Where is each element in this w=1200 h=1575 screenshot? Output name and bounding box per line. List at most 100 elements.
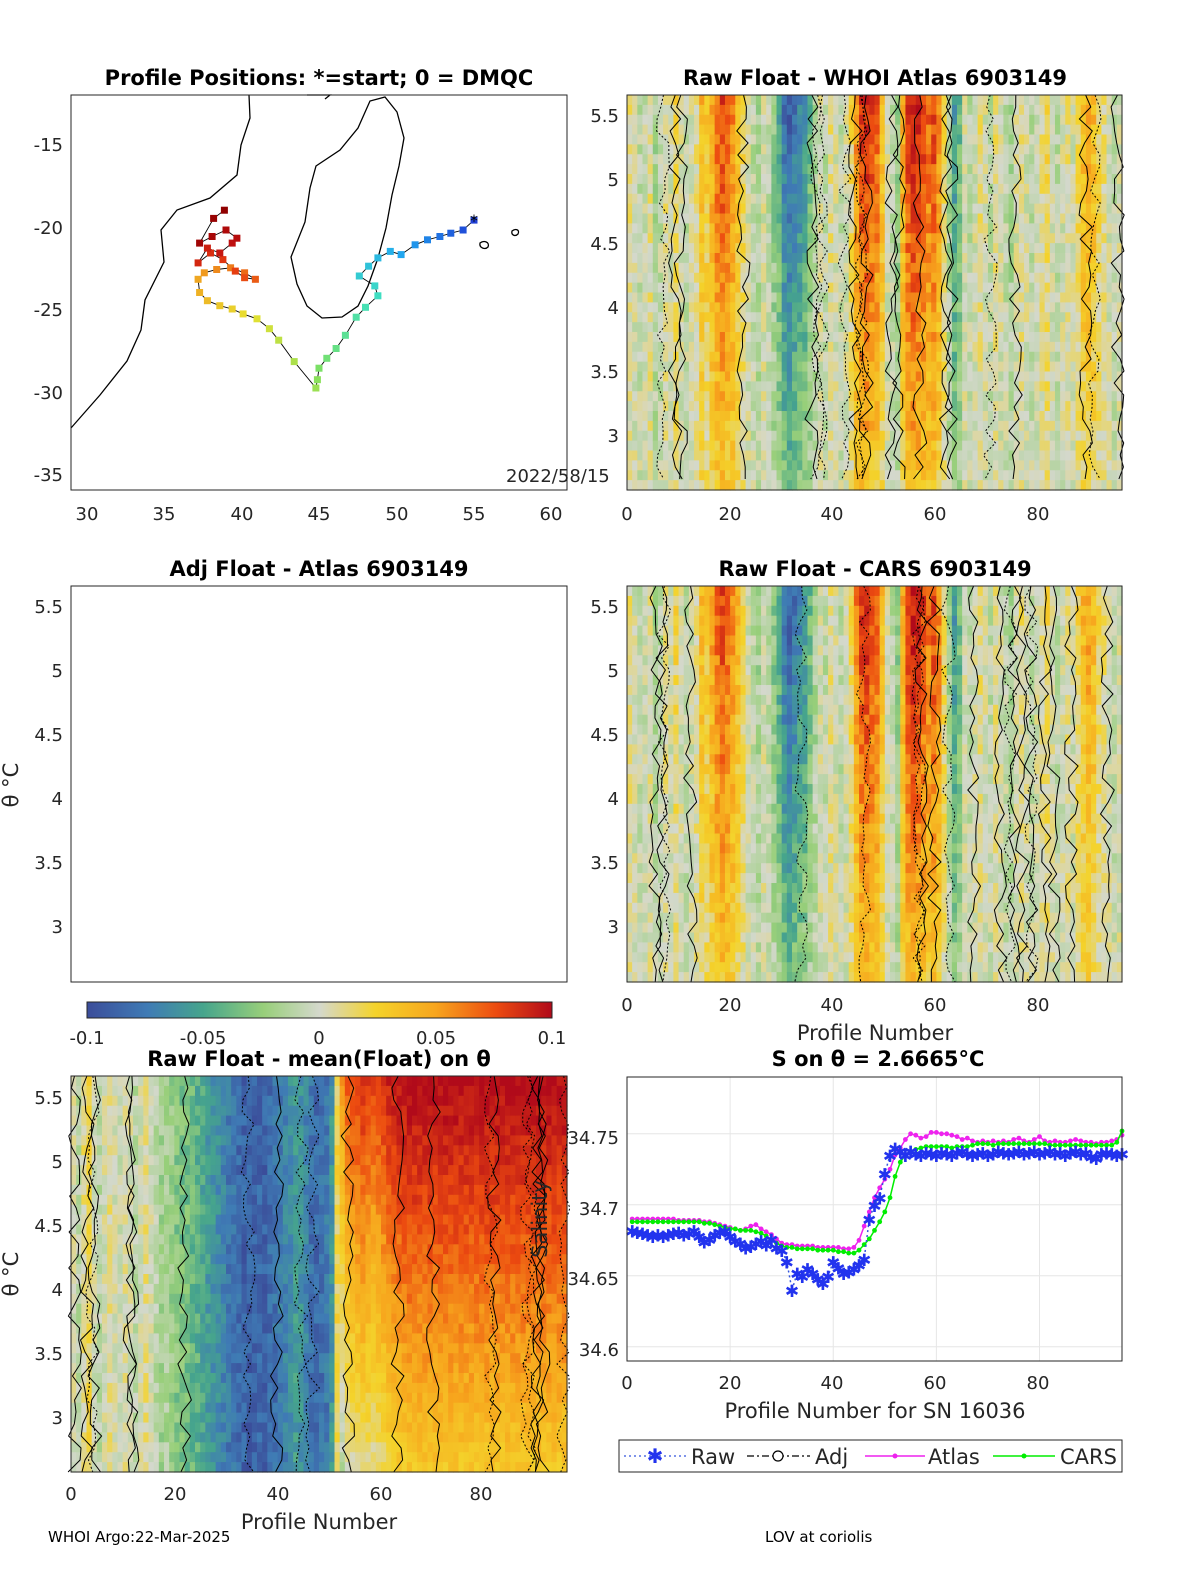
- heatmap-cell: [632, 972, 638, 983]
- heatmap-cell: [709, 823, 716, 835]
- heatmap-cell: [719, 793, 726, 805]
- heatmap-cell: [766, 262, 772, 274]
- heatmap-cell: [699, 440, 705, 452]
- heatmap-cell: [915, 381, 922, 392]
- heatmap-cell: [704, 685, 711, 696]
- heatmap-cell: [895, 114, 901, 126]
- heatmap-cell: [848, 164, 855, 175]
- heatmap-cell: [699, 203, 705, 215]
- heatmap-cell: [637, 892, 644, 904]
- heatmap-cell: [910, 95, 917, 106]
- heatmap-cell: [755, 154, 762, 165]
- heatmap-cell: [1101, 223, 1108, 234]
- heatmap-cell: [920, 154, 927, 165]
- heatmap-cell: [750, 193, 757, 205]
- heatmap-cell: [699, 351, 705, 363]
- heatmap-cell: [704, 470, 711, 481]
- heatmap-cell: [812, 302, 819, 313]
- heatmap-cell: [694, 124, 700, 136]
- heatmap-cell: [766, 361, 772, 373]
- heatmap-cell: [957, 203, 963, 215]
- heatmap-cell: [869, 312, 876, 323]
- heatmap-cell: [1085, 430, 1092, 442]
- heatmap-cell: [776, 193, 783, 205]
- heatmap-cell: [750, 853, 757, 864]
- heatmap-cell: [683, 351, 690, 363]
- heatmap-cell: [807, 411, 814, 422]
- heatmap-cell: [1091, 95, 1097, 106]
- heatmap-cell: [967, 420, 974, 432]
- heatmap-cell: [642, 203, 649, 215]
- heatmap-cell: [926, 371, 932, 382]
- heatmap-cell: [1029, 302, 1035, 313]
- heatmap-cell: [941, 411, 948, 422]
- heatmap-cell: [647, 480, 654, 491]
- heatmap-cell: [699, 892, 705, 904]
- heatmap-cell: [735, 774, 742, 785]
- heatmap-cell: [833, 243, 840, 254]
- heatmap-cell: [812, 420, 819, 432]
- heatmap-cell: [972, 282, 979, 294]
- heatmap-cell: [730, 655, 736, 666]
- heatmap-cell: [678, 272, 685, 284]
- heatmap-cell: [637, 114, 644, 126]
- heatmap-cell: [683, 902, 690, 914]
- heatmap-cell: [807, 104, 814, 116]
- heatmap-cell: [724, 724, 731, 736]
- heatmap-cell: [982, 282, 989, 294]
- heatmap-cell: [1034, 470, 1041, 481]
- heatmap-cell: [647, 460, 654, 471]
- heatmap-cell: [678, 586, 685, 597]
- heatmap-cell: [637, 292, 644, 303]
- heatmap-cell: [724, 223, 731, 234]
- heatmap-cell: [998, 104, 1005, 116]
- heatmap-cell: [766, 292, 772, 303]
- heatmap-cell: [683, 922, 690, 934]
- heatmap-cell: [781, 243, 788, 254]
- heatmap-cell: [1096, 282, 1102, 294]
- heatmap-cell: [931, 243, 937, 254]
- heatmap-cell: [797, 401, 803, 412]
- heatmap-cell: [987, 262, 994, 274]
- heatmap-cell: [838, 391, 845, 402]
- heatmap-cell: [668, 480, 675, 491]
- heatmap-cell: [1096, 450, 1102, 461]
- heatmap-cell: [936, 134, 943, 145]
- heatmap-cell: [822, 470, 829, 481]
- heatmap-cell: [673, 704, 680, 716]
- heatmap-cell: [864, 262, 870, 274]
- heatmap-cell: [1018, 104, 1025, 116]
- heatmap-cell: [915, 124, 922, 136]
- heatmap-cell: [926, 341, 932, 353]
- heatmap-cell: [853, 193, 860, 205]
- heatmap-cell: [884, 322, 891, 333]
- heatmap-cell: [993, 391, 999, 402]
- heatmap-cell: [1003, 154, 1010, 165]
- heatmap-cell: [884, 174, 891, 185]
- heatmap-cell: [776, 174, 783, 185]
- heatmap-cell: [740, 272, 747, 284]
- heatmap-cell: [750, 114, 757, 126]
- heatmap-cell: [900, 440, 907, 452]
- heatmap-cell: [874, 322, 881, 333]
- heatmap-cell: [704, 104, 711, 116]
- heatmap-cell: [1096, 391, 1102, 402]
- heatmap-cell: [730, 813, 736, 825]
- heatmap-cell: [647, 322, 654, 333]
- heatmap-cell: [663, 124, 669, 136]
- heatmap-cell: [735, 470, 742, 481]
- heatmap-cell: [1018, 213, 1025, 224]
- heatmap-cell: [1080, 480, 1087, 491]
- heatmap-cell: [637, 724, 644, 736]
- heatmap-cell: [678, 922, 685, 934]
- heatmap-cell: [642, 124, 649, 136]
- heatmap-cell: [1096, 272, 1102, 284]
- heatmap-cell: [864, 332, 870, 343]
- heatmap-cell: [817, 193, 824, 205]
- heatmap-cell: [637, 704, 644, 716]
- heatmap-cell: [993, 95, 999, 106]
- heatmap-cell: [967, 332, 974, 343]
- heatmap-cell: [993, 262, 999, 274]
- heatmap-cell: [642, 972, 649, 983]
- heatmap-cell: [833, 262, 840, 274]
